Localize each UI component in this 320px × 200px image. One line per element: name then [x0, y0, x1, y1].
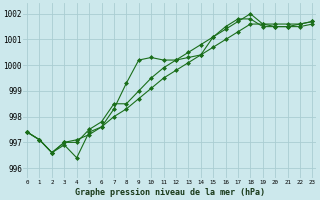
X-axis label: Graphe pression niveau de la mer (hPa): Graphe pression niveau de la mer (hPa) — [75, 188, 265, 197]
